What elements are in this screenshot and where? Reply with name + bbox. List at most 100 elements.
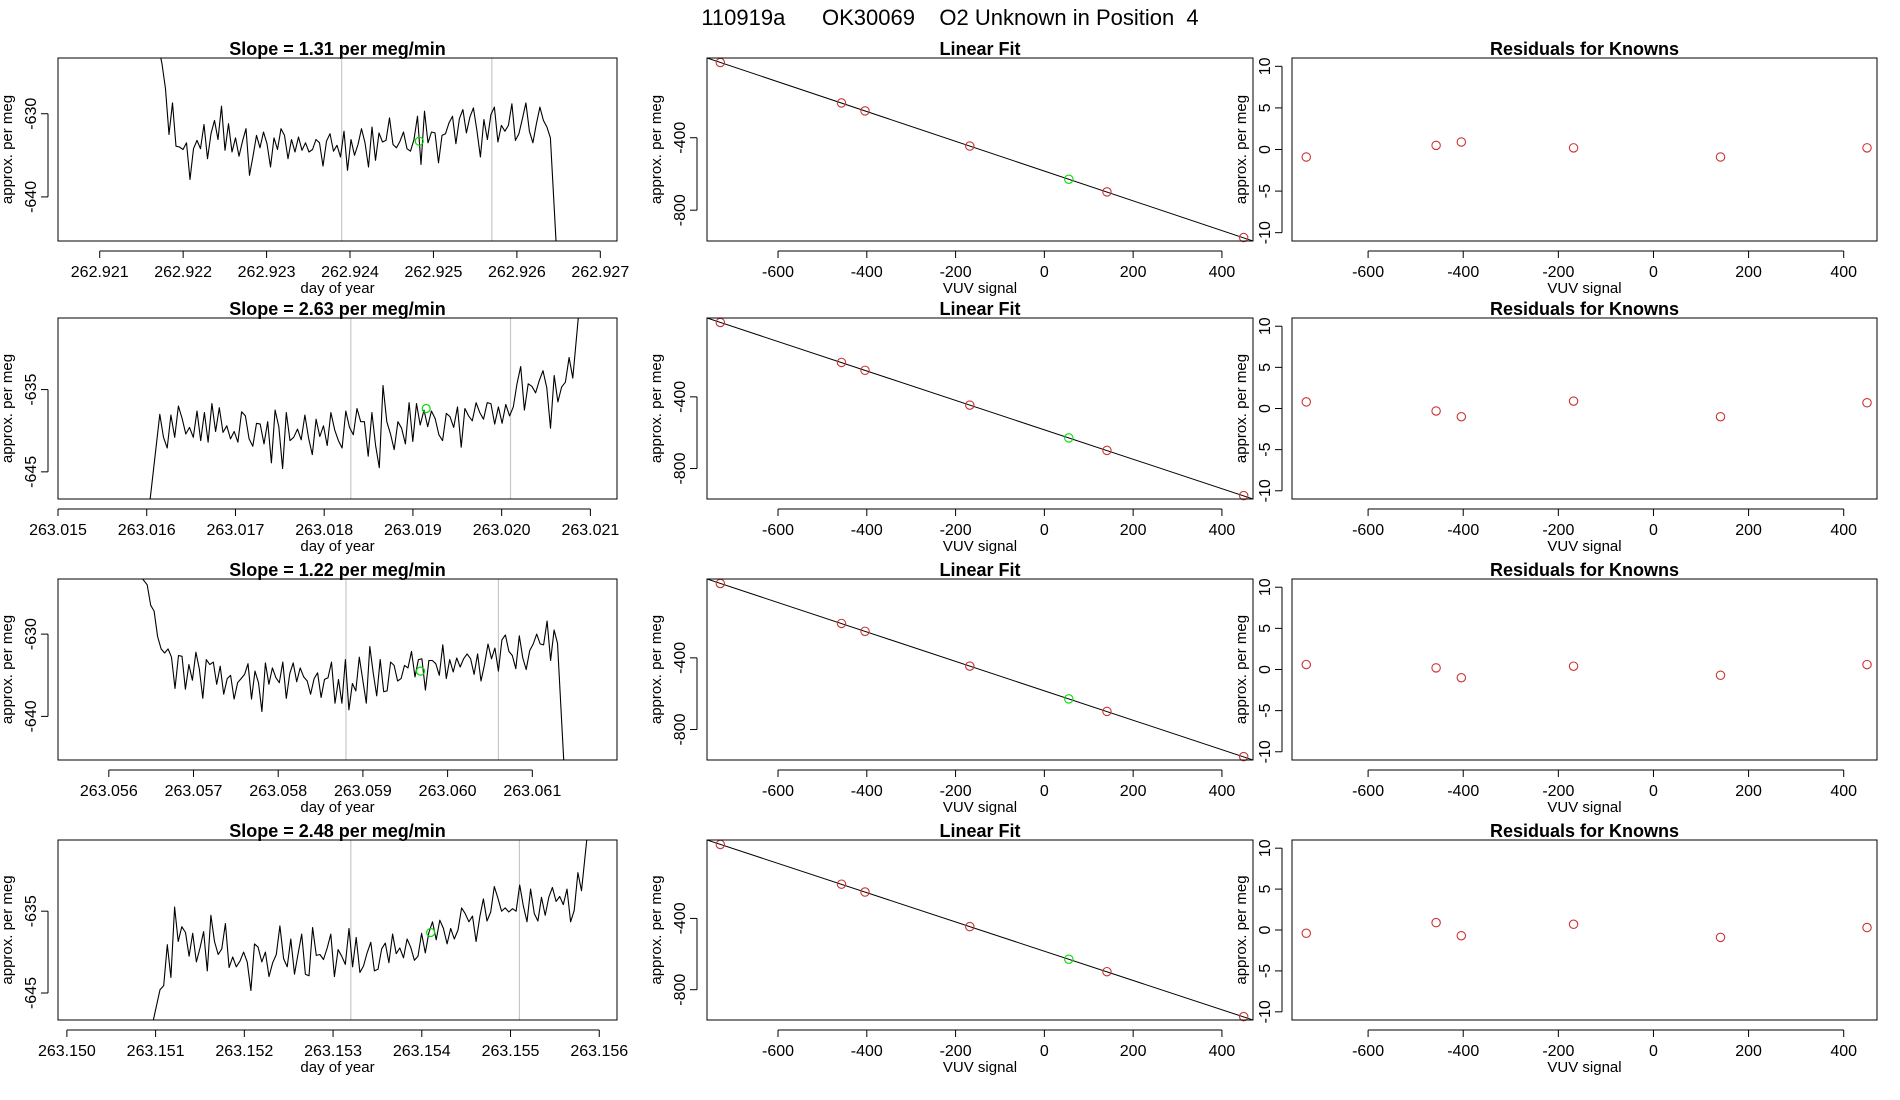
fit-line bbox=[707, 579, 1253, 760]
y-tick-label: 5 bbox=[1257, 624, 1274, 633]
panel-row3-time: Slope = 1.22 per meg/min 263.056 263.057 26… bbox=[0, 560, 618, 816]
x-tick-label: -400 bbox=[851, 264, 883, 281]
panel-title: Linear Fit bbox=[939, 821, 1020, 841]
y-tick-label: -400 bbox=[672, 642, 689, 674]
x-tick-label: 200 bbox=[1120, 1043, 1147, 1060]
x-tick-label: -400 bbox=[1447, 1043, 1479, 1060]
panel-row4-time: Slope = 2.48 per meg/min 263.150 263.151 26… bbox=[0, 821, 628, 1076]
data-point bbox=[965, 141, 975, 151]
panel-title: Residuals for Knowns bbox=[1490, 560, 1679, 580]
x-tick-label: 200 bbox=[1120, 264, 1147, 281]
x-tick-label: -200 bbox=[940, 1043, 972, 1060]
y-axis-label: approx. per meg bbox=[0, 354, 16, 463]
y-axis-label: approx. per meg bbox=[648, 615, 665, 724]
x-tick-label: 263.060 bbox=[419, 783, 477, 800]
x-tick-label: 263.057 bbox=[165, 783, 223, 800]
panel-title: Linear Fit bbox=[939, 39, 1020, 59]
data-point bbox=[836, 879, 847, 889]
x-tick-label: 263.058 bbox=[249, 783, 307, 800]
data-point bbox=[1238, 751, 1249, 762]
y-axis-label: approx. per meg bbox=[1233, 615, 1250, 724]
y-tick-label: -800 bbox=[672, 974, 689, 1006]
x-tick-label: 262.924 bbox=[321, 264, 379, 281]
y-tick-label: 5 bbox=[1257, 363, 1274, 372]
plot-frame bbox=[706, 578, 1254, 761]
y-tick-label: -5 bbox=[1257, 442, 1274, 456]
data-point bbox=[1456, 930, 1467, 941]
plot-frame bbox=[706, 317, 1254, 500]
data-point bbox=[1431, 140, 1441, 151]
data-point bbox=[860, 626, 870, 637]
data-point bbox=[1568, 919, 1579, 930]
panel-title: Linear Fit bbox=[939, 299, 1020, 319]
y-tick-label: 5 bbox=[1257, 885, 1274, 894]
x-tick-label: -600 bbox=[1352, 1043, 1384, 1060]
x-tick-label: -400 bbox=[1447, 783, 1479, 800]
data-point bbox=[1102, 706, 1112, 717]
x-tick-label: -600 bbox=[1352, 522, 1384, 539]
x-axis-label: day of year bbox=[300, 1059, 374, 1076]
x-tick-label: 0 bbox=[1040, 783, 1049, 800]
unknown-marker bbox=[421, 403, 431, 414]
data-point bbox=[1102, 187, 1112, 197]
y-tick-label: 0 bbox=[1257, 665, 1274, 674]
plot-frame bbox=[1291, 839, 1878, 1021]
panel-row2-fit: Linear Fit -600 -400 -200 0 200 400 VUV signal -… bbox=[648, 299, 1254, 555]
panel-row1-resid: Residuals for Knowns -600 -400 -200 0 200 400 V… bbox=[1233, 39, 1878, 297]
data-point bbox=[1456, 672, 1467, 683]
panel-row3-fit: Linear Fit -600 -400 -200 0 200 400 VUV signal -… bbox=[648, 560, 1254, 816]
x-tick-label: 263.017 bbox=[207, 522, 265, 539]
plot-frame bbox=[1291, 57, 1878, 242]
data-point bbox=[860, 887, 870, 897]
x-axis-label: VUV signal bbox=[943, 280, 1017, 297]
x-tick-label: 400 bbox=[1830, 522, 1857, 539]
y-tick-label: 0 bbox=[1257, 404, 1274, 413]
x-axis-label: VUV signal bbox=[1547, 280, 1621, 297]
data-point bbox=[1301, 152, 1312, 162]
x-tick-label: 263.020 bbox=[473, 522, 531, 539]
x-tick-label: 263.153 bbox=[304, 1043, 362, 1060]
plot-frame bbox=[1291, 317, 1878, 500]
x-axis-label: day of year bbox=[300, 538, 374, 555]
y-axis-label: approx. per meg bbox=[1233, 95, 1250, 204]
y-axis-label: approx. per meg bbox=[648, 95, 665, 204]
panel-row4-fit: Linear Fit -600 -400 -200 0 200 400 VUV signal -… bbox=[648, 821, 1254, 1076]
data-point bbox=[836, 618, 847, 629]
x-tick-label: -200 bbox=[1542, 1043, 1574, 1060]
x-tick-label: -400 bbox=[851, 522, 883, 539]
x-tick-label: 0 bbox=[1649, 264, 1658, 281]
x-tick-label: -200 bbox=[940, 264, 972, 281]
y-axis-label: approx. per meg bbox=[1233, 354, 1250, 463]
x-tick-label: 200 bbox=[1735, 264, 1762, 281]
series-line bbox=[141, 579, 565, 760]
y-tick-label: -800 bbox=[672, 194, 689, 226]
x-axis-label: day of year bbox=[300, 799, 374, 816]
data-point bbox=[1431, 917, 1441, 928]
y-tick-label: -635 bbox=[23, 373, 40, 405]
x-tick-label: 0 bbox=[1040, 264, 1049, 281]
x-tick-label: -200 bbox=[1542, 264, 1574, 281]
x-tick-label: 262.927 bbox=[571, 264, 629, 281]
y-tick-label: 10 bbox=[1257, 57, 1274, 75]
x-tick-label: 263.018 bbox=[295, 522, 353, 539]
x-tick-label: -400 bbox=[851, 783, 883, 800]
panel-row1-time: Slope = 1.31 per meg/min 262.921 262.922 26… bbox=[0, 39, 629, 297]
x-tick-label: 263.155 bbox=[482, 1043, 540, 1060]
data-point bbox=[1238, 232, 1249, 243]
data-point bbox=[1301, 928, 1312, 939]
x-tick-label: -200 bbox=[940, 522, 972, 539]
plot-frame bbox=[57, 317, 618, 500]
y-tick-label: 10 bbox=[1257, 578, 1274, 596]
unknown-marker bbox=[415, 666, 426, 676]
panel-title: Linear Fit bbox=[939, 560, 1020, 580]
x-tick-label: -200 bbox=[940, 783, 972, 800]
data-point bbox=[860, 106, 870, 116]
y-tick-label: 0 bbox=[1257, 145, 1274, 154]
y-tick-label: -5 bbox=[1257, 184, 1274, 198]
x-tick-label: -400 bbox=[1447, 522, 1479, 539]
data-point bbox=[1064, 694, 1074, 704]
x-tick-label: 262.923 bbox=[238, 264, 296, 281]
x-axis-label: VUV signal bbox=[943, 799, 1017, 816]
y-tick-label: -400 bbox=[672, 122, 689, 154]
